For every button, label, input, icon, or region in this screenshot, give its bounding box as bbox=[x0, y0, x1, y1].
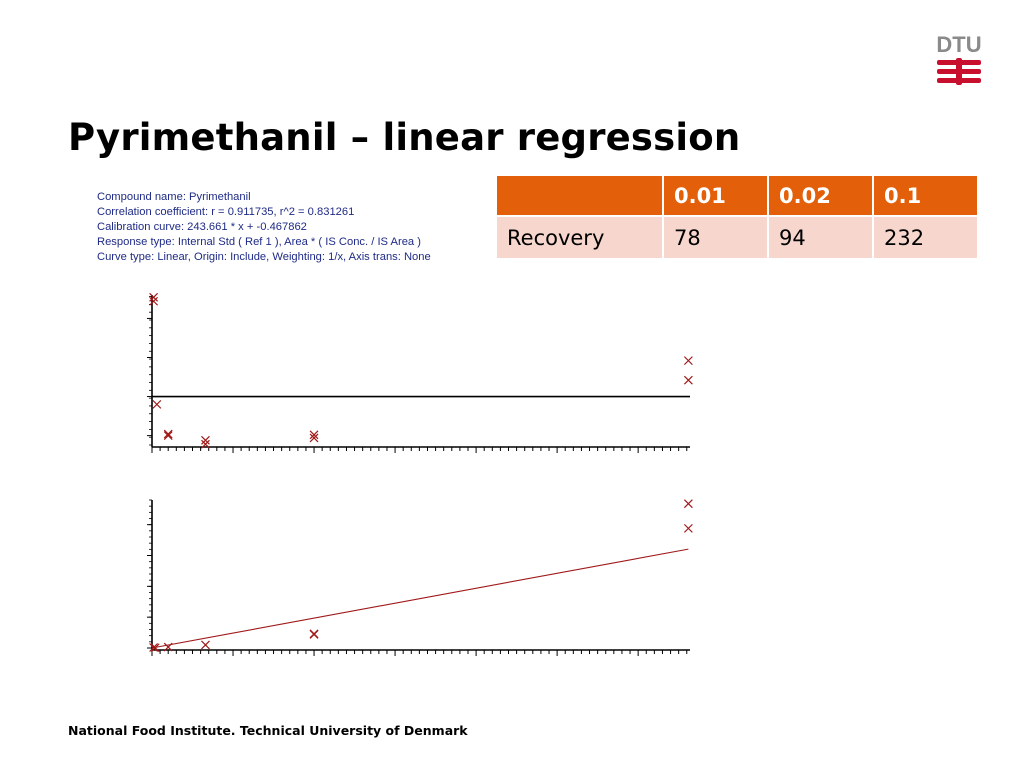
dtu-logo-text: DTU bbox=[936, 32, 981, 57]
info-calibration-curve: Calibration curve: 243.661 * x + -0.4678… bbox=[97, 221, 307, 233]
table-header-cell: 0.01 bbox=[662, 174, 769, 217]
info-compound-name: Compound name: Pyrimethanil bbox=[97, 191, 251, 203]
table-header-cell: 0.02 bbox=[767, 174, 874, 217]
data-point-marker bbox=[309, 433, 319, 443]
slide-title: Pyrimethanil – linear regression bbox=[68, 116, 741, 159]
footer: National Food Institute. Technical Unive… bbox=[68, 723, 468, 738]
table-row: Recovery 78 94 232 bbox=[495, 215, 979, 260]
data-point-marker bbox=[309, 430, 319, 440]
data-point-marker bbox=[163, 431, 173, 441]
data-point-marker bbox=[201, 640, 210, 650]
data-point-marker bbox=[149, 643, 159, 652]
data-point-marker bbox=[152, 399, 162, 409]
table-cell: 78 bbox=[662, 215, 769, 260]
regression-line bbox=[151, 548, 689, 649]
data-point-marker bbox=[683, 499, 693, 509]
dtu-logo: DTU bbox=[936, 32, 982, 85]
info-curve-type: Curve type: Linear, Origin: Include, Wei… bbox=[97, 251, 431, 263]
table-cell: 232 bbox=[872, 215, 979, 260]
table-header-row: 0.01 0.02 0.1 bbox=[495, 174, 979, 217]
data-point-marker bbox=[683, 356, 693, 366]
data-point-marker bbox=[150, 643, 160, 653]
data-point-marker bbox=[163, 429, 173, 439]
data-point-marker bbox=[683, 523, 693, 533]
table-header-cell bbox=[495, 174, 664, 217]
recovery-table: 0.01 0.02 0.1 Recovery 78 94 232 bbox=[495, 174, 979, 260]
dtu-logo-mark bbox=[937, 58, 981, 85]
data-point-marker bbox=[163, 642, 173, 652]
compound-info: Compound name: Pyrimethanil Correlation … bbox=[97, 190, 431, 265]
data-point-marker bbox=[309, 630, 319, 639]
data-point-marker bbox=[149, 296, 159, 306]
info-correlation: Correlation coefficient: r = 0.911735, r… bbox=[97, 206, 355, 218]
regression-charts bbox=[147, 292, 693, 656]
info-response-type: Response type: Internal Std ( Ref 1 ), A… bbox=[97, 236, 421, 248]
data-point-marker bbox=[683, 375, 693, 385]
table-cell: 94 bbox=[767, 215, 874, 260]
table-cell: Recovery bbox=[495, 215, 664, 260]
table-header-cell: 0.1 bbox=[872, 174, 979, 217]
data-point-marker bbox=[201, 439, 210, 449]
data-point-marker bbox=[149, 292, 159, 302]
data-point-marker bbox=[201, 435, 210, 445]
